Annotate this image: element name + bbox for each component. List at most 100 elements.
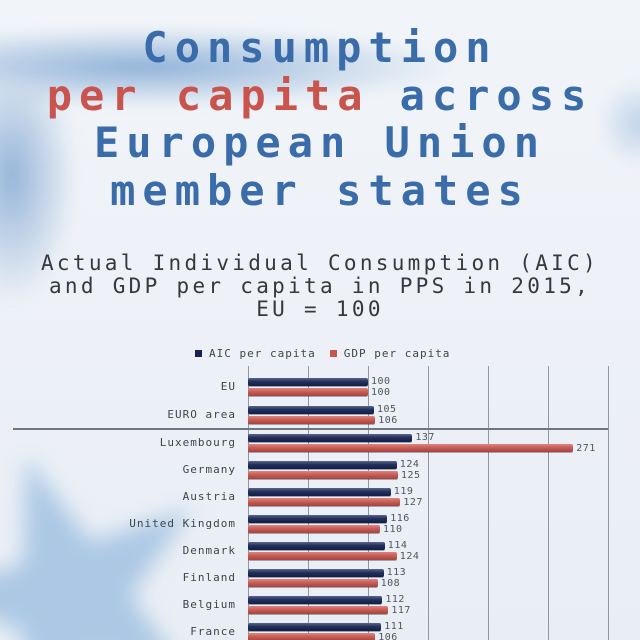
gdp-value-label: 100 bbox=[371, 387, 391, 398]
aic-value-label: 119 bbox=[393, 486, 414, 497]
bar-highlight bbox=[248, 434, 413, 442]
aic-bar bbox=[248, 623, 382, 631]
aic-bar bbox=[248, 378, 368, 386]
background-blur-corner bbox=[598, 78, 640, 168]
bar-highlight bbox=[248, 606, 389, 614]
bar-highlight bbox=[248, 569, 384, 577]
gdp-value-label: 117 bbox=[391, 605, 411, 616]
aic-value-label: 116 bbox=[390, 513, 410, 524]
aic-bar bbox=[248, 461, 397, 469]
aic-bar bbox=[248, 569, 384, 577]
title-line-4: member states bbox=[110, 165, 530, 215]
gridline bbox=[488, 366, 489, 640]
bar-highlight bbox=[248, 579, 378, 587]
page-title: Consumption per capita across European Un… bbox=[0, 24, 640, 214]
aic-value-label: 105 bbox=[377, 404, 397, 415]
bar-highlight bbox=[248, 515, 388, 523]
gdp-value-label: 271 bbox=[576, 443, 596, 454]
aic-bar bbox=[248, 515, 388, 523]
aic-value-label: 112 bbox=[385, 594, 405, 605]
aic-value-label: 100 bbox=[371, 376, 391, 387]
gdp-bar bbox=[248, 525, 380, 533]
bar-highlight bbox=[248, 488, 391, 496]
legend-item-aic: AIC per capita bbox=[195, 347, 316, 360]
gdp-bar bbox=[248, 606, 389, 614]
gdp-value-label: 108 bbox=[380, 578, 401, 589]
table-row: France 111 106 bbox=[0, 621, 640, 640]
aic-legend-label: AIC per capita bbox=[209, 347, 316, 360]
aic-bar bbox=[248, 488, 391, 496]
gdp-value-label: 124 bbox=[399, 551, 420, 562]
country-label: Belgium bbox=[182, 598, 236, 611]
bar-highlight bbox=[248, 552, 397, 560]
gridline bbox=[548, 366, 549, 640]
table-row: EURO area 105 106 bbox=[0, 404, 640, 426]
country-label: EU bbox=[220, 380, 236, 393]
country-label: France bbox=[190, 625, 236, 638]
subtitle-line-1: Actual Individual Consumption (AIC) bbox=[40, 251, 599, 275]
gdp-value-label: 110 bbox=[383, 524, 403, 535]
aic-bar bbox=[248, 434, 413, 442]
aic-value-label: 114 bbox=[387, 540, 408, 551]
table-row: Austria 119 127 bbox=[0, 486, 640, 508]
background-blur-band bbox=[0, 26, 460, 108]
bar-highlight bbox=[248, 444, 574, 452]
gdp-bar bbox=[248, 579, 378, 587]
gdp-bar bbox=[248, 416, 376, 424]
gdp-bar bbox=[248, 471, 398, 479]
gridline bbox=[428, 366, 429, 640]
title-line-2: per capita across bbox=[46, 70, 594, 120]
aic-value-label: 124 bbox=[399, 459, 420, 470]
chart-legend: AIC per capita GDP per capita bbox=[195, 347, 450, 360]
gdp-legend-swatch bbox=[329, 350, 337, 357]
bar-highlight bbox=[248, 596, 383, 604]
country-label: Finland bbox=[182, 571, 236, 584]
aic-bar bbox=[248, 596, 383, 604]
bar-highlight bbox=[248, 542, 385, 550]
country-label: Germany bbox=[182, 463, 236, 476]
row-separator-line bbox=[13, 428, 608, 430]
table-row: EU 100 100 bbox=[0, 376, 640, 398]
country-label: Austria bbox=[182, 490, 236, 503]
subtitle-line-2: and GDP per capita in PPS in 2015, bbox=[48, 274, 592, 298]
bar-highlight bbox=[248, 633, 376, 640]
table-row: United Kingdom 116 110 bbox=[0, 513, 640, 535]
background-star-shape bbox=[0, 455, 194, 640]
aic-value-label: 137 bbox=[415, 432, 435, 443]
bar-highlight bbox=[248, 623, 382, 631]
gdp-legend-label: GDP per capita bbox=[343, 347, 451, 360]
gdp-bar bbox=[248, 388, 368, 396]
bar-highlight bbox=[248, 498, 401, 506]
bar-highlight bbox=[248, 416, 376, 424]
bar-highlight bbox=[248, 525, 380, 533]
chart-subtitle: Actual Individual Consumption (AIC) and … bbox=[0, 252, 640, 321]
table-row: Germany 124 125 bbox=[0, 459, 640, 481]
gdp-bar bbox=[248, 498, 401, 506]
subtitle-line-3: EU = 100 bbox=[256, 297, 384, 321]
gdp-bar bbox=[248, 444, 574, 452]
gdp-value-label: 127 bbox=[403, 497, 423, 508]
background-blur-strip bbox=[0, 92, 75, 302]
title-line-1: Consumption bbox=[142, 23, 498, 72]
gridline bbox=[608, 366, 609, 640]
bar-highlight bbox=[248, 378, 368, 386]
table-row: Luxembourg 137 271 bbox=[0, 432, 640, 454]
gdp-bar bbox=[248, 633, 376, 640]
bar-highlight bbox=[248, 461, 397, 469]
gdp-value-label: 125 bbox=[401, 470, 421, 481]
gdp-bar bbox=[248, 552, 397, 560]
aic-legend-swatch bbox=[195, 350, 202, 357]
country-label: EURO area bbox=[167, 408, 236, 421]
aic-bar bbox=[248, 542, 385, 550]
bar-highlight bbox=[248, 388, 368, 396]
country-label: Luxembourg bbox=[159, 436, 236, 449]
table-row: Finland 113 108 bbox=[0, 567, 640, 589]
aic-value-label: 111 bbox=[384, 621, 404, 632]
gdp-value-label: 106 bbox=[378, 415, 398, 426]
gdp-value-label: 106 bbox=[378, 632, 398, 640]
country-label: United Kingdom bbox=[129, 517, 236, 530]
table-row: Denmark 114 124 bbox=[0, 540, 640, 562]
legend-item-gdp: GDP per capita bbox=[329, 347, 451, 360]
